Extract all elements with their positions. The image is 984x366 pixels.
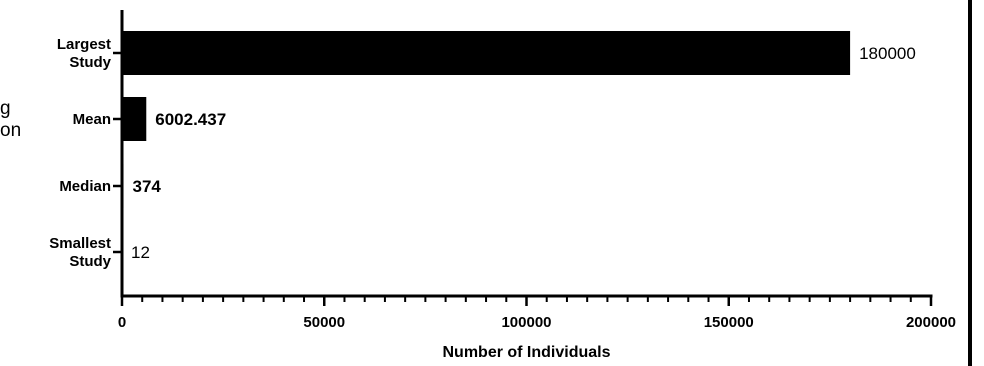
x-tick-label: 150000 — [704, 314, 754, 331]
bar-1 — [122, 97, 147, 141]
x-axis-label: Number of Individuals — [442, 344, 610, 361]
x-tick-label: 50000 — [303, 314, 345, 331]
data-label: 12 — [131, 243, 150, 262]
y-category-label: Smallest Study — [49, 235, 111, 270]
y-category-label-line: Mean — [73, 111, 111, 128]
x-tick-label: 200000 — [906, 314, 956, 331]
clipped-text-line-1: g — [0, 98, 11, 119]
bar-0 — [122, 31, 851, 75]
y-category-label-line: Study — [69, 253, 111, 270]
y-category-label: Median — [59, 178, 111, 195]
y-category-label-line: Median — [59, 178, 111, 195]
y-category-label: Largest Study — [57, 36, 112, 71]
x-tick-label: 0 — [118, 314, 126, 331]
y-category-label-line: Study — [69, 54, 111, 71]
y-category-label-line: Smallest — [49, 235, 111, 252]
right-panel-border — [968, 0, 972, 366]
data-label: 180000 — [859, 44, 916, 63]
clipped-text-line-2: on — [0, 120, 22, 141]
x-tick-label: 100000 — [501, 314, 551, 331]
y-category-label-line: Largest — [57, 36, 111, 53]
data-label: 374 — [133, 177, 162, 196]
y-category-label: Mean — [73, 111, 111, 128]
data-label: 6002.437 — [155, 110, 226, 129]
